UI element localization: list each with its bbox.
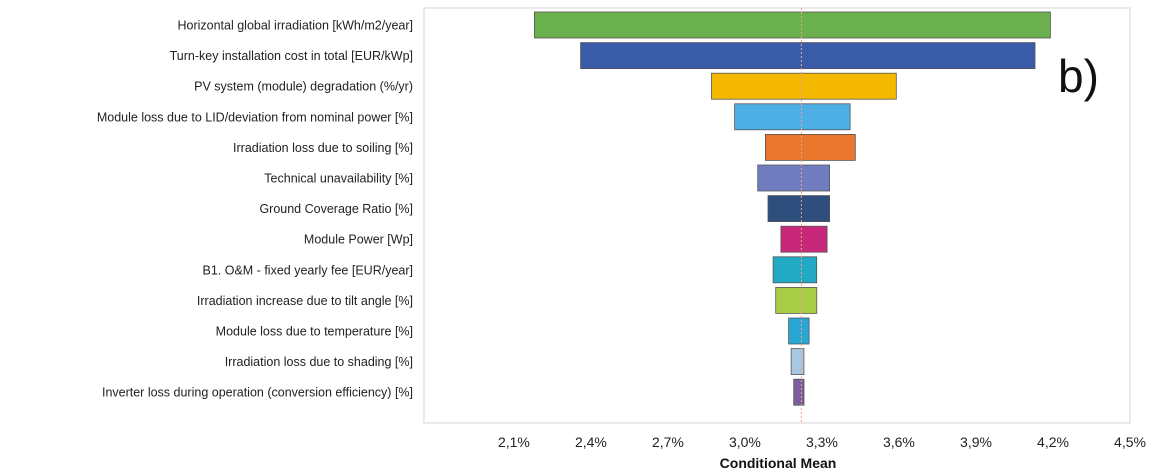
bar-6: [757, 164, 831, 192]
category-label-7: Ground Coverage Ratio [%]: [259, 202, 413, 216]
bar-12: [790, 348, 805, 376]
panel-label: b): [1058, 50, 1099, 102]
category-label-12: Irradiation loss due to shading [%]: [225, 355, 413, 369]
bars-group: [534, 11, 1051, 406]
category-label-13: Inverter loss during operation (conversi…: [102, 386, 413, 400]
bar-5: [765, 133, 856, 161]
x-tick-label: 2,1%: [498, 434, 530, 450]
category-label-3: PV system (module) degradation (%/yr): [194, 80, 413, 94]
x-tick-label: 3,3%: [806, 434, 838, 450]
x-tick-labels-group: 2,1% 2,4% 2,7% 3,0% 3,3% 3,6% 3,9% 4,2% 4,5%: [498, 434, 1146, 450]
category-label-10: Irradiation increase due to tilt angle […: [197, 294, 413, 308]
category-label-1: Horizontal global irradiation [kWh/m2/ye…: [177, 19, 413, 33]
x-tick-label: 4,2%: [1037, 434, 1069, 450]
x-tick-label: 3,0%: [729, 434, 761, 450]
bar-2: [580, 42, 1036, 69]
category-label-6: Technical unavailability [%]: [264, 172, 413, 186]
category-label-4: Module loss due to LID/deviation from no…: [97, 110, 413, 124]
x-tick-label: 3,9%: [960, 434, 992, 450]
bar-7: [767, 195, 830, 223]
bar-3: [711, 72, 897, 100]
x-tick-label: 2,7%: [652, 434, 684, 450]
x-tick-label: 3,6%: [883, 434, 915, 450]
x-axis-title: Conditional Mean: [720, 455, 837, 471]
category-label-9: B1. O&M - fixed yearly fee [EUR/year]: [203, 263, 414, 277]
bar-10: [775, 286, 818, 314]
category-labels-group: Horizontal global irradiation [kWh/m2/ye…: [97, 19, 413, 400]
bar-8: [780, 225, 828, 253]
category-label-2: Turn-key installation cost in total [EUR…: [170, 49, 413, 63]
category-label-5: Irradiation loss due to soiling [%]: [233, 141, 413, 155]
bar-13: [793, 378, 805, 406]
category-label-8: Module Power [Wp]: [304, 233, 413, 247]
bar-9: [772, 256, 818, 284]
x-tick-label: 2,4%: [575, 434, 607, 450]
bar-11: [788, 317, 810, 345]
x-tick-label: 4,5%: [1114, 434, 1146, 450]
bar-1: [534, 11, 1051, 39]
bar-4: [734, 103, 851, 131]
category-label-11: Module loss due to temperature [%]: [216, 325, 413, 339]
